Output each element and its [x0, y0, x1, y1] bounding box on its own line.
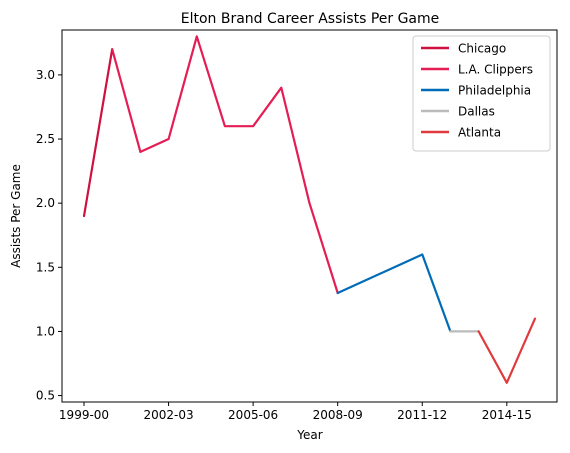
- series-line-chicago: [82, 48, 114, 218]
- x-tick-label: 2008-09: [313, 408, 363, 422]
- legend-label: Atlanta: [458, 126, 501, 140]
- y-axis-label: Assists Per Game: [9, 164, 23, 268]
- legend-label: L.A. Clippers: [458, 63, 533, 77]
- y-tick-label: 0.5: [36, 389, 55, 403]
- x-axis: 1999-00 2002-03 2005-06 2008-09 2011-12 2014-…: [59, 402, 532, 422]
- chart-title: Elton Brand Career Assists Per Game: [181, 11, 440, 27]
- legend-label: Chicago: [458, 42, 506, 56]
- y-axis: 0.5 1.0 1.5 2.0 2.5 3.0: [36, 68, 62, 403]
- series-layer: [82, 35, 537, 384]
- y-tick-label: 2.5: [36, 132, 55, 146]
- legend: Chicago L.A. Clippers Philadelphia Dallas At…: [412, 35, 551, 152]
- legend-box: [412, 35, 551, 152]
- x-tick-label: 2011-12: [397, 408, 447, 422]
- legend-label: Philadelphia: [458, 84, 531, 98]
- x-tick-label: 1999-00: [59, 408, 109, 422]
- x-axis-label: Year: [296, 428, 322, 442]
- x-tick-label: 2014-15: [482, 408, 532, 422]
- y-tick-label: 1.0: [36, 324, 55, 338]
- series-line-atlanta: [477, 317, 537, 384]
- y-tick-label: 2.0: [36, 196, 55, 210]
- legend-label: Dallas: [458, 105, 495, 119]
- y-tick-label: 1.5: [36, 260, 55, 274]
- plot-frame: [61, 29, 558, 403]
- y-tick-label: 3.0: [36, 68, 55, 82]
- x-tick-label: 2002-03: [143, 408, 193, 422]
- series-line-philadelphia: [336, 253, 452, 333]
- x-tick-label: 2005-06: [228, 408, 278, 422]
- series-line-l-a-clippers: [111, 35, 339, 295]
